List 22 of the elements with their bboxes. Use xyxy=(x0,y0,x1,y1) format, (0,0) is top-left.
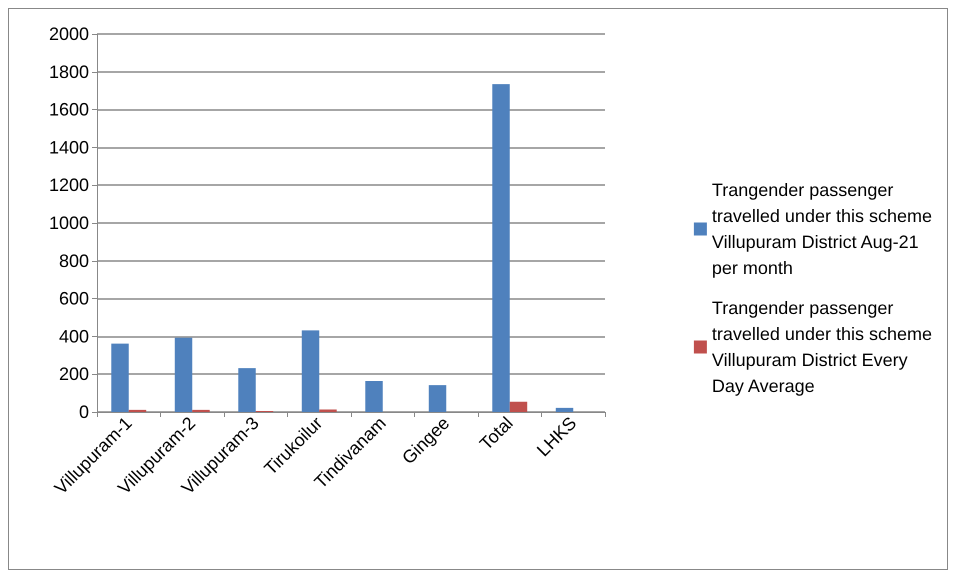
bar xyxy=(556,408,574,412)
bar xyxy=(174,338,192,412)
bar xyxy=(510,402,528,412)
y-tick-label: 200 xyxy=(58,364,89,384)
bar xyxy=(111,344,129,412)
y-tick-label: 1000 xyxy=(48,213,89,233)
y-tick-label: 1600 xyxy=(48,100,89,120)
legend-label: Trangender passenger travelled under this scheme Villupuram District Every Day Average xyxy=(712,298,932,396)
y-tick-label: 1400 xyxy=(48,137,89,158)
bar xyxy=(492,84,510,412)
y-tick-label: 1800 xyxy=(48,62,89,82)
y-tick-label: 400 xyxy=(58,326,89,346)
y-tick-label: 1200 xyxy=(48,175,89,196)
y-tick-label: 2000 xyxy=(48,24,89,44)
y-tick-label: 0 xyxy=(78,402,89,422)
bar xyxy=(302,330,320,412)
bar xyxy=(238,368,256,412)
legend-label: Trangender passenger travelled under this scheme Villupuram District Aug-21 per month xyxy=(712,180,932,278)
y-tick-label: 600 xyxy=(58,288,89,309)
bar xyxy=(365,381,383,412)
y-tick-label: 800 xyxy=(58,250,89,271)
bar xyxy=(428,385,446,412)
